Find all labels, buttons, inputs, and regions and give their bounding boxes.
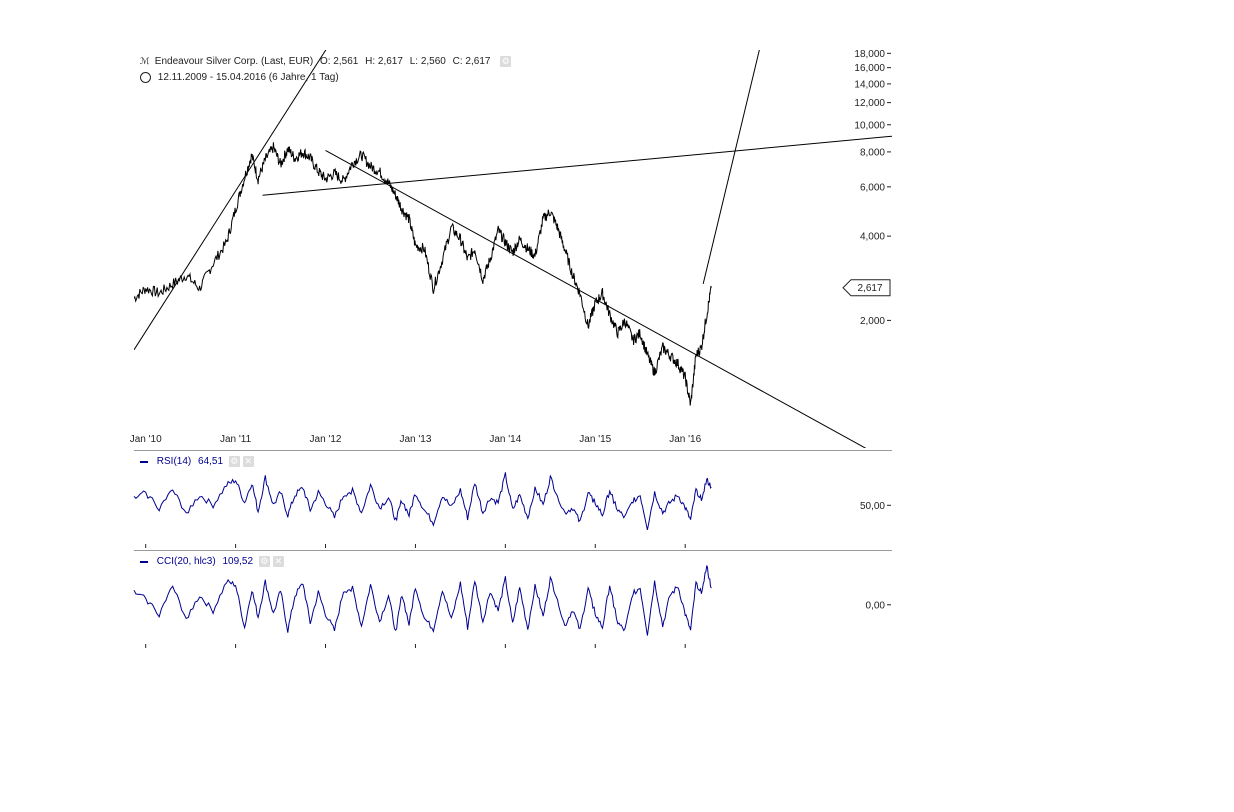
low-value: L: 2,560 <box>409 56 446 68</box>
cci-series-line <box>133 565 712 636</box>
high-value: H: 2,617 <box>365 56 403 68</box>
rsi-y-tick-label: 50,00 <box>860 501 885 512</box>
price-y-tick-label: 6,000 <box>860 182 885 193</box>
period-header: 12.11.2009 - 15.04.2016 (6 Jahre, 1 Tag) <box>140 72 339 83</box>
trendline-4 <box>702 50 760 285</box>
rsi-header: RSI(14) 64,51 ⚙ ✕ <box>140 456 254 467</box>
price-series-line <box>134 142 712 406</box>
rsi-panel: 50,00 <box>133 472 891 548</box>
price-y-tick-label: 2,000 <box>860 316 885 327</box>
price-y-tick-label: 8,000 <box>860 147 885 158</box>
rsi-label: RSI(14) <box>156 456 192 468</box>
rsi-series-line <box>133 472 712 531</box>
cci-y-tick-label: 0,00 <box>866 600 886 611</box>
price-y-tick-label: 18,000 <box>854 49 885 60</box>
cci-panel: 0,00 <box>133 565 891 648</box>
price-y-tick-label: 10,000 <box>854 120 885 131</box>
trendline-3 <box>325 149 867 448</box>
close-value: C: 2,617 <box>452 56 491 68</box>
instrument-header: ℳ Endeavour Silver Corp. (Last, EUR) O: … <box>140 56 512 68</box>
x-tick-label: Jan '11 <box>220 434 252 445</box>
price-y-tick-label: 14,000 <box>854 79 885 90</box>
rsi-legend-swatch <box>140 460 148 463</box>
cci-value: 109,52 <box>222 556 254 568</box>
candlestick-icon: ℳ <box>140 56 150 67</box>
x-tick-label: Jan '16 <box>669 434 701 445</box>
rsi-close-icon[interactable]: ✕ <box>242 456 254 467</box>
cci-close-icon[interactable]: ✕ <box>272 556 284 567</box>
price-y-tick-label: 4,000 <box>860 232 885 243</box>
instrument-name: Endeavour Silver Corp. (Last, EUR) <box>154 56 314 68</box>
open-value: O: 2,561 <box>319 56 359 68</box>
x-tick-label: Jan '15 <box>579 434 611 445</box>
last-value-marker <box>842 279 891 297</box>
x-tick-label: Jan '13 <box>399 434 431 445</box>
price-panel: 18,000 16,000 14,000 12,000 10,000 8,000 6,000… <box>130 49 892 551</box>
x-tick-label: Jan '12 <box>310 434 342 445</box>
last-value-label: 2,617 <box>857 283 882 294</box>
trendline-2 <box>262 135 892 196</box>
cci-legend-swatch <box>140 560 148 563</box>
settings-icon[interactable]: ⚙ <box>500 56 512 67</box>
price-y-tick-label: 12,000 <box>854 98 885 109</box>
rsi-settings-icon[interactable]: ⚙ <box>228 456 240 467</box>
x-tick-label: Jan '14 <box>489 434 521 445</box>
x-tick-label: Jan '10 <box>130 434 162 445</box>
rsi-value: 64,51 <box>198 456 224 468</box>
clock-icon <box>140 72 151 83</box>
period-range: 12.11.2009 - 15.04.2016 (6 Jahre, 1 Tag) <box>157 72 339 84</box>
cci-label: CCI(20, hlc3) <box>156 556 216 568</box>
cci-header: CCI(20, hlc3) 109,52 ⚙ ✕ <box>140 556 284 567</box>
trendline-1 <box>134 50 327 351</box>
cci-settings-icon[interactable]: ⚙ <box>258 556 270 567</box>
price-y-tick-label: 16,000 <box>854 63 885 74</box>
